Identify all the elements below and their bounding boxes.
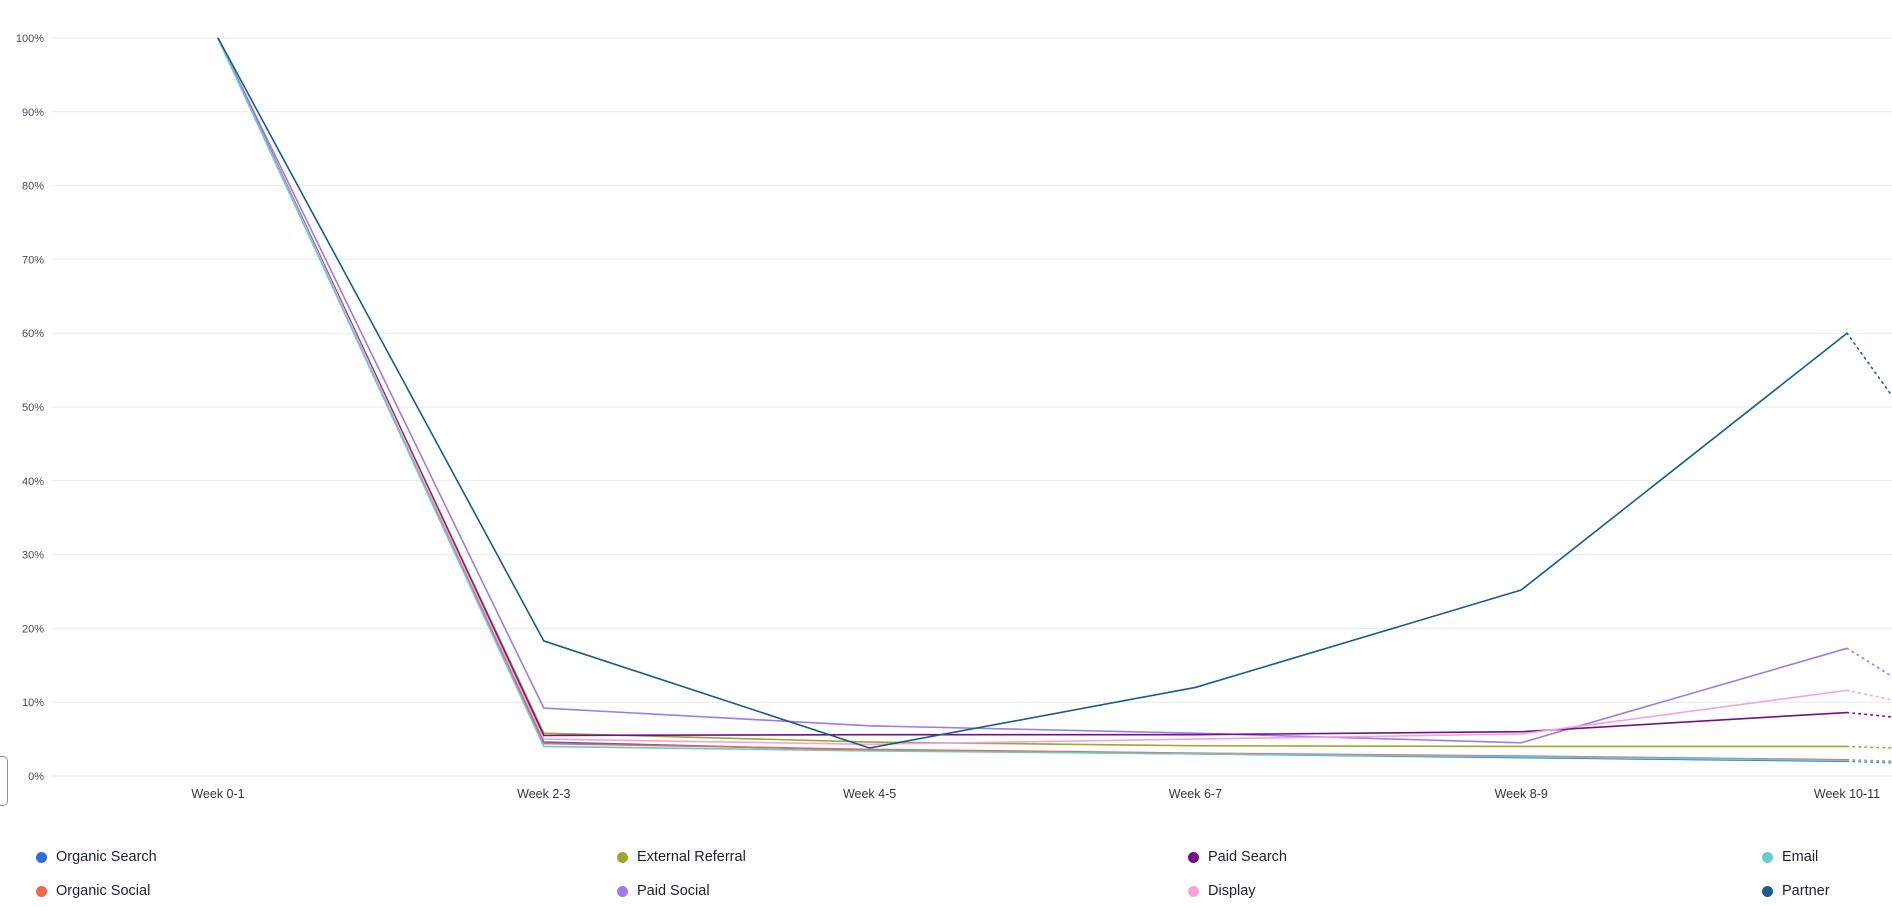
legend-label: Email [1782, 849, 1819, 865]
legend-item-organic-search[interactable]: Organic Search [36, 849, 617, 865]
y-axis-label: 40% [22, 476, 44, 488]
legend-item-display[interactable]: Display [1188, 883, 1762, 899]
series-projection-paid-social [1846, 647, 1892, 678]
series-projection-paid-search [1846, 711, 1892, 718]
y-axis-label: 70% [22, 254, 44, 266]
legend-series-dot-icon [1188, 885, 1199, 897]
legend-item-paid-social[interactable]: Paid Social [617, 883, 1188, 899]
series-line-organic-search[interactable] [217, 37, 1848, 763]
legend-series-dot-icon [1762, 851, 1773, 863]
y-axis-label: 50% [22, 402, 44, 414]
legend-label: Paid Social [637, 883, 710, 899]
legend-label: External Referral [637, 849, 746, 865]
series-projection-partner [1846, 332, 1892, 397]
x-axis-label: Week 8-9 [1495, 787, 1548, 801]
y-axis-label: 30% [22, 550, 44, 562]
x-axis-label: Week 0-1 [191, 787, 244, 801]
y-axis-label: 20% [22, 623, 44, 635]
legend-series-dot-icon [1188, 851, 1199, 863]
x-axis-label: Week 6-7 [1169, 787, 1222, 801]
y-axis-label: 80% [22, 181, 44, 193]
x-axis-label: Week 10-11 [1814, 787, 1880, 801]
series-line-partner[interactable] [217, 37, 1848, 749]
series-line-paid-search[interactable] [217, 37, 1848, 737]
series-line-paid-social[interactable] [217, 37, 1848, 744]
legend-item-email[interactable]: Email [1762, 849, 1892, 865]
legend-item-partner[interactable]: Partner [1762, 883, 1892, 899]
series-projection-email [1846, 759, 1892, 763]
y-axis-label: 0% [28, 771, 44, 783]
x-axis-label: Week 4-5 [843, 787, 896, 801]
legend-series-dot-icon [617, 885, 628, 897]
legend-series-dot-icon [36, 851, 47, 863]
y-axis-label: 100% [16, 33, 44, 45]
x-axis-label: Week 2-3 [517, 787, 570, 801]
series-projection-external-referral [1846, 745, 1892, 749]
chart-legend: Organic Search Organic Social External Ref… [0, 826, 1892, 907]
series-line-external-referral[interactable] [217, 37, 1847, 748]
legend-item-organic-social[interactable]: Organic Social [36, 883, 617, 899]
series-line-organic-social[interactable] [217, 37, 1848, 761]
legend-label: Organic Social [56, 883, 151, 899]
legend-label: Paid Search [1208, 849, 1287, 865]
legend-label: Partner [1782, 883, 1830, 899]
retention-line-chart[interactable]: 0% 10% 20% 30% 40% 50% 60% 70% 80% 90% 100% Week 0-… [0, 0, 1892, 826]
y-axis-label: 60% [22, 328, 44, 340]
legend-series-dot-icon [36, 885, 47, 897]
chart-canvas[interactable]: 0% 10% 20% 30% 40% 50% 60% 70% 80% 90% 100% Week 0-… [0, 0, 1892, 826]
series-projection-display [1846, 689, 1892, 701]
y-axis-label: 10% [22, 697, 44, 709]
legend-label: Display [1208, 883, 1256, 899]
legend-series-dot-icon [617, 851, 628, 863]
legend-label: Organic Search [56, 849, 157, 865]
legend-series-dot-icon [1762, 885, 1773, 897]
legend-item-paid-search[interactable]: Paid Search [1188, 849, 1762, 865]
chart-edge-scroll-handle[interactable] [0, 756, 8, 806]
y-axis-label: 90% [22, 107, 44, 119]
series-line-display[interactable] [217, 37, 1848, 746]
legend-item-external-referral[interactable]: External Referral [617, 849, 1188, 865]
series-line-email[interactable] [217, 37, 1848, 762]
